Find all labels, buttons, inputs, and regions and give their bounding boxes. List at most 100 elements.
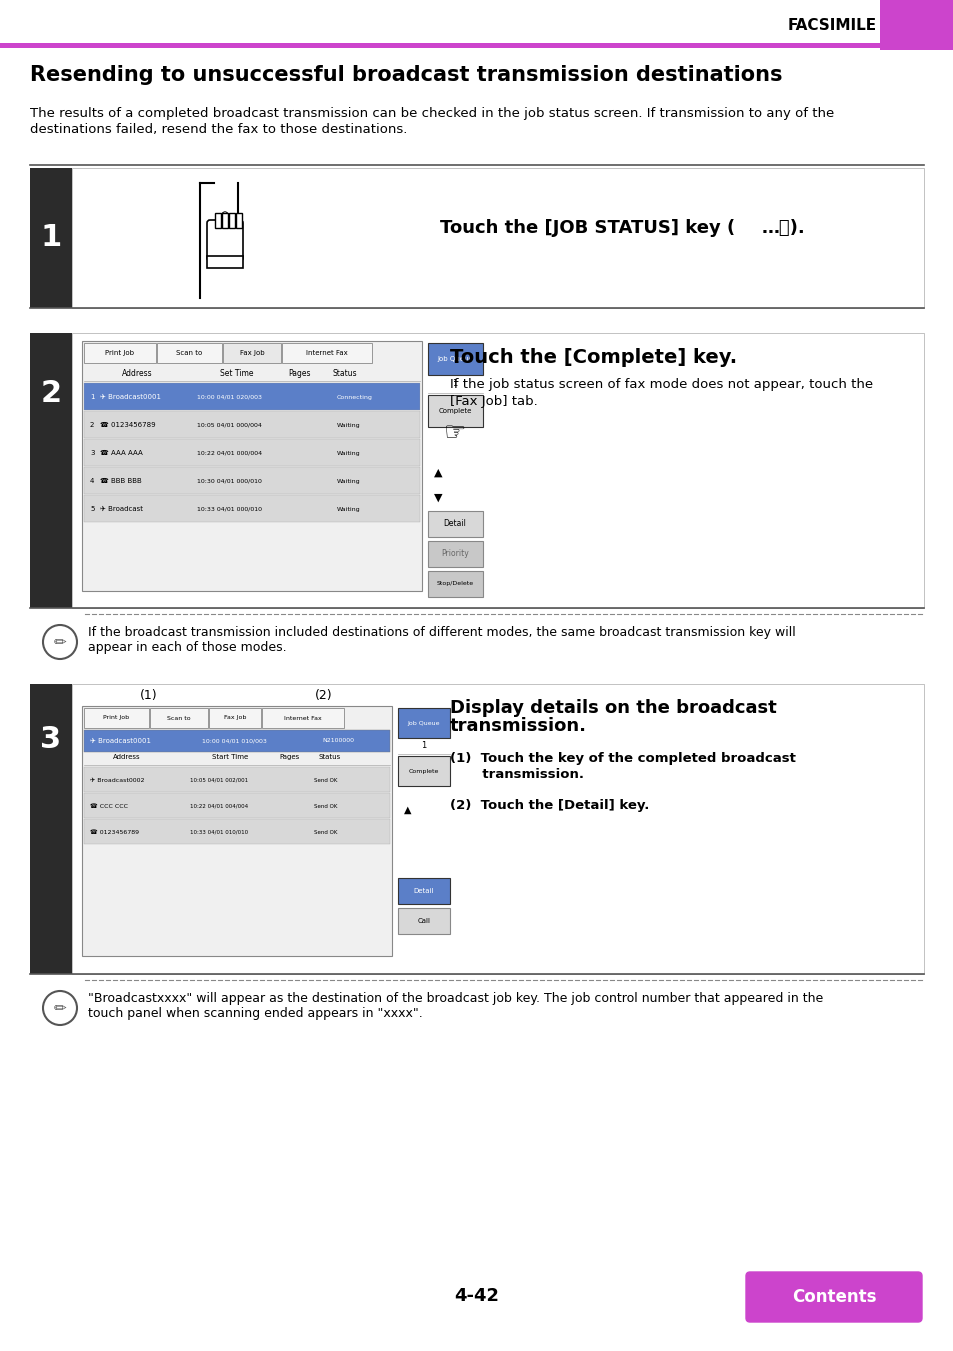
Text: N2100000: N2100000 [322,739,354,743]
Text: transmission.: transmission. [450,717,586,735]
Text: Complete: Complete [437,408,471,413]
Bar [71,168,923,308]
Bar [229,213,234,228]
Bar [235,213,242,228]
Text: Start Time: Start Time [212,754,248,761]
Bar [82,340,421,590]
Text: Call: Call [417,917,430,924]
Text: "Broadcastxxxx" will appear as the destination of the broadcast job key. The job: "Broadcastxxxx" will appear as the desti… [88,992,822,1020]
Text: Priority: Priority [440,550,468,558]
Text: 4-42: 4-42 [454,1288,499,1305]
Text: Internet Fax: Internet Fax [284,716,321,720]
Text: Waiting: Waiting [336,423,360,427]
Bar [30,684,71,974]
Text: Display details on the broadcast: Display details on the broadcast [450,698,776,717]
Text: 10:00 04/01 020/003: 10:00 04/01 020/003 [196,394,262,400]
Bar [30,332,71,608]
Text: Waiting: Waiting [336,450,360,455]
Text: 10:30 04/01 000/010: 10:30 04/01 000/010 [196,478,262,484]
Text: Fax Job: Fax Job [224,716,246,720]
Ellipse shape [221,212,229,224]
Text: destinations failed, resend the fax to those destinations.: destinations failed, resend the fax to t… [30,123,407,136]
Text: If the broadcast transmission included destinations of different modes, the same: If the broadcast transmission included d… [88,626,795,654]
Text: Connecting: Connecting [336,394,373,400]
Bar [428,511,482,536]
Bar [84,343,156,363]
Text: Complete: Complete [409,769,438,774]
Text: 3: 3 [90,450,94,457]
Text: Fax Job: Fax Job [239,350,264,357]
Text: Internet Fax: Internet Fax [306,350,348,357]
Text: 10:00 04/01 010/003: 10:00 04/01 010/003 [202,739,267,743]
Text: Scan to: Scan to [176,350,202,357]
Text: transmission.: transmission. [450,767,583,781]
Text: ✏: ✏ [53,635,67,650]
Bar [82,707,392,957]
Bar [428,571,482,597]
Text: 3: 3 [40,724,62,754]
Text: Job Queue: Job Queue [436,357,473,362]
Text: Pages: Pages [289,369,311,378]
Text: 4: 4 [90,478,94,484]
Text: Detail: Detail [443,520,466,528]
Text: Waiting: Waiting [336,507,360,512]
FancyBboxPatch shape [207,220,243,261]
Text: Contents: Contents [791,1288,876,1306]
Text: Touch the [Complete] key.: Touch the [Complete] key. [450,349,737,367]
Bar [84,494,419,521]
Text: (1): (1) [140,689,157,703]
Text: 1: 1 [90,394,94,400]
Bar [84,411,419,438]
Text: Print Job: Print Job [103,716,130,720]
Bar [84,708,149,728]
Text: 10:33 04/01 000/010: 10:33 04/01 000/010 [196,507,262,512]
Bar [0,43,879,49]
Bar [84,730,390,753]
Text: Send OK: Send OK [314,830,337,835]
Bar [84,793,390,817]
Bar [397,708,450,738]
Text: ☎ AAA AAA: ☎ AAA AAA [100,450,143,457]
Bar [209,708,261,728]
Text: (2): (2) [314,689,333,703]
Bar [428,540,482,567]
Text: ✈ Broadcast0001: ✈ Broadcast0001 [100,394,161,400]
Text: 2: 2 [90,422,94,428]
Text: 1: 1 [452,378,457,388]
Text: ☞: ☞ [443,422,466,444]
Text: The results of a completed broadcast transmission can be checked in the job stat: The results of a completed broadcast tra… [30,107,833,120]
Text: (1)  Touch the key of the completed broadcast: (1) Touch the key of the completed broad… [450,753,795,765]
Text: ☎ CCC CCC: ☎ CCC CCC [90,804,128,808]
Text: Pages: Pages [279,754,300,761]
Text: Print Job: Print Job [106,350,134,357]
Text: 10:22 04/01 004/004: 10:22 04/01 004/004 [190,804,248,808]
Text: Scan to: Scan to [167,716,191,720]
Bar [71,684,923,974]
Text: ▲: ▲ [404,805,412,815]
FancyBboxPatch shape [745,1273,921,1323]
Ellipse shape [222,213,228,223]
Text: Address: Address [122,369,152,378]
Text: 1: 1 [40,223,62,253]
Text: ✈ Broadcast: ✈ Broadcast [100,507,143,512]
Bar [30,168,71,308]
Text: Waiting: Waiting [336,478,360,484]
Text: Detail: Detail [414,888,434,894]
Text: ✈ Broadcast0001: ✈ Broadcast0001 [90,738,151,744]
Text: ☎ 0123456789: ☎ 0123456789 [90,830,139,835]
Text: Status: Status [318,754,341,761]
Circle shape [43,626,77,659]
Bar [397,757,450,786]
Text: Address: Address [113,754,141,761]
Text: ✏: ✏ [53,1001,67,1016]
Text: 10:33 04/01 010/010: 10:33 04/01 010/010 [190,830,248,835]
Text: Status: Status [333,369,357,378]
Text: 1: 1 [421,740,426,750]
Circle shape [43,992,77,1025]
Text: Send OK: Send OK [314,804,337,808]
Bar [262,708,344,728]
Text: 10:05 04/01 000/004: 10:05 04/01 000/004 [196,423,262,427]
Text: ☎ 0123456789: ☎ 0123456789 [100,422,155,428]
Bar [428,343,482,376]
Bar [223,343,281,363]
